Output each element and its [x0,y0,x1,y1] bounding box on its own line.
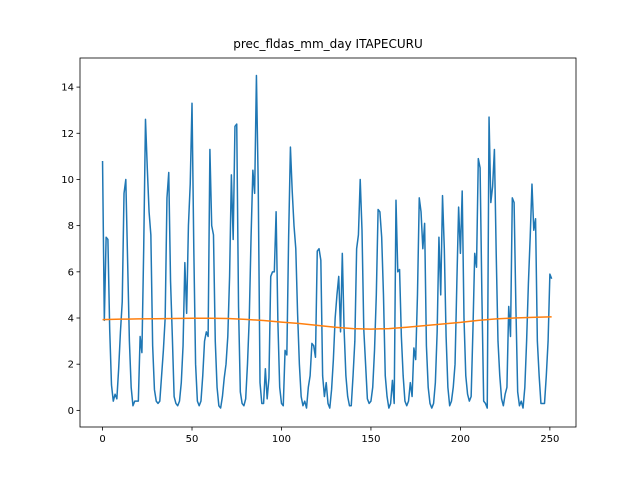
line-series [101,74,553,409]
y-tick-label: 14 [61,83,74,94]
chart-title: prec_fldas_mm_day ITAPECURU [233,37,423,51]
line-series [102,316,552,330]
y-tick-label: 10 [61,175,74,186]
x-tick-label: 200 [451,434,470,445]
y-tick-label: 8 [68,221,74,232]
y-tick-label: 4 [68,314,74,325]
y-tick-label: 0 [68,406,74,417]
x-tick-label: 0 [99,434,105,445]
x-tick-label: 50 [186,434,199,445]
x-tick-label: 150 [361,434,380,445]
axes-frame [79,57,577,428]
y-tick-label: 2 [68,360,74,371]
x-tick-label: 250 [540,434,559,445]
y-tick-label: 12 [61,129,74,140]
x-tick-label: 100 [272,434,291,445]
y-tick-label: 6 [68,267,74,278]
